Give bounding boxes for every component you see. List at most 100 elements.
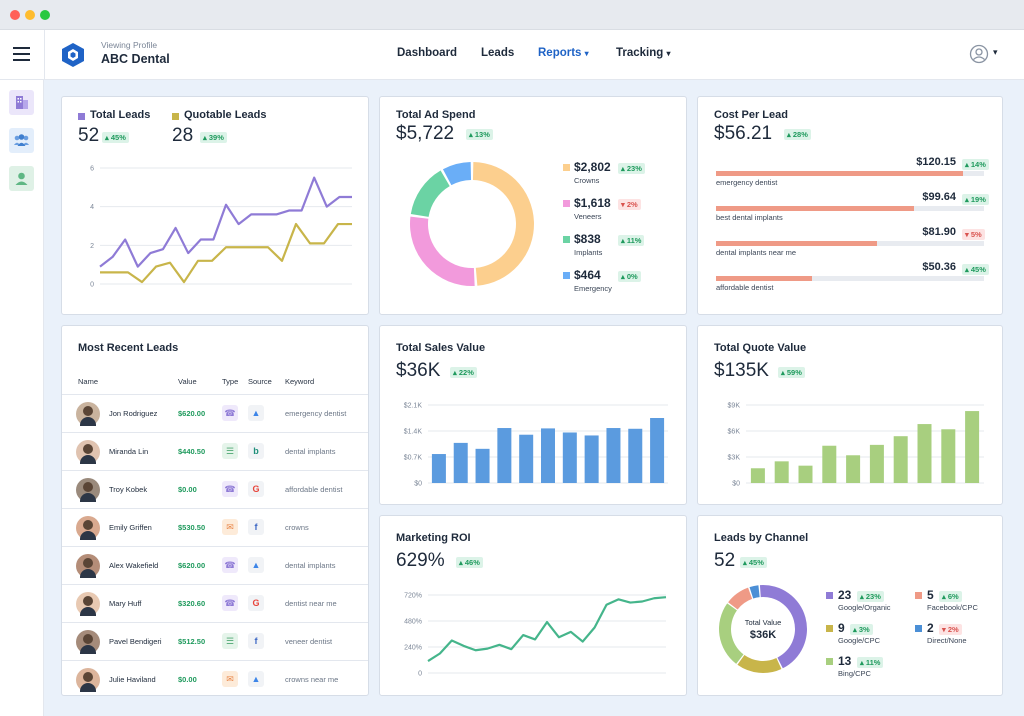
lead-source-ads-icon[interactable]: ▲ (248, 671, 264, 687)
sales-bar[interactable] (541, 428, 555, 483)
sales-bar[interactable] (650, 418, 665, 483)
sales-bar[interactable] (475, 448, 490, 483)
quote-bar[interactable] (893, 436, 908, 483)
column-header-value: Value (178, 377, 197, 386)
sales-bar[interactable] (562, 432, 577, 483)
sales-bar[interactable] (519, 434, 534, 483)
sidebar-item-profile[interactable] (9, 166, 34, 191)
building-icon (16, 96, 28, 109)
channel-slice-0[interactable] (759, 585, 807, 669)
channel-slice-1[interactable] (737, 655, 782, 673)
lead-type-phone-icon[interactable]: ☎ (222, 405, 238, 421)
ad-spend-slice-1[interactable] (410, 216, 475, 286)
lead-source-ads-icon[interactable]: ▲ (248, 405, 264, 421)
quote-bar[interactable] (774, 461, 789, 483)
lead-source-ads-icon[interactable]: ▲ (248, 557, 264, 573)
table-row[interactable]: Alex Wakefield $620.00 ☎ ▲ dental implants (62, 546, 368, 584)
nav-dashboard[interactable]: Dashboard (397, 47, 458, 59)
sales-value-title: Total Sales Value (396, 342, 486, 354)
lead-source-google-icon[interactable]: G (248, 481, 264, 497)
minimize-window-icon[interactable] (25, 10, 35, 20)
ad-spend-legend-swatch-3 (563, 272, 570, 279)
ad-spend-slice-3[interactable] (442, 162, 472, 186)
leads-line-chart: 6 4 2 0 (90, 166, 352, 289)
maximize-window-icon[interactable] (40, 10, 50, 20)
sales-bar[interactable] (628, 428, 643, 483)
quote-bar[interactable] (941, 429, 956, 483)
lead-type-form-icon[interactable]: ☰ (222, 443, 238, 459)
ad-spend-label-0: Crowns (574, 176, 600, 185)
sales-bar[interactable] (431, 454, 446, 483)
lead-source-facebook-icon[interactable]: f (248, 519, 264, 535)
hamburger-menu-icon[interactable] (13, 47, 30, 61)
close-window-icon[interactable] (10, 10, 20, 20)
avatar (76, 668, 100, 692)
table-row[interactable]: Miranda Lin $440.50 ☰ b dental implants (62, 432, 368, 470)
table-row[interactable]: Pavel Bendigeri $512.50 ☰ f veneer dentist (62, 622, 368, 660)
channel-legend-swatch-3 (915, 592, 922, 599)
recent-leads-card: Most Recent Leads Name Value Type Source… (61, 325, 369, 696)
channel-label-0: Google/Organic (838, 603, 891, 612)
sales-bar[interactable] (453, 442, 468, 483)
lead-name: Pavel Bendigeri (109, 637, 162, 646)
column-header-type: Type (222, 377, 239, 386)
lead-type-phone-icon[interactable]: ☎ (222, 557, 238, 573)
quote-bar[interactable] (822, 445, 837, 483)
cost-per-lead-bar-fill-2 (716, 241, 877, 246)
table-row[interactable]: Julie Haviland $0.00 ✉ ▲ crowns near me (62, 660, 368, 698)
leads-by-channel-card: Leads by Channel 52 ▴ 45% Total Value $3… (697, 515, 1003, 696)
quote-bar[interactable] (846, 455, 861, 483)
lead-source-google-icon[interactable]: G (248, 595, 264, 611)
cost-per-lead-change-1: 19% (970, 195, 986, 204)
chevron-down-icon: ▾ (584, 49, 589, 58)
cost-per-lead-card: Cost Per Lead $56.21 ▴ 28% $120.15 ▴ 14% e… (697, 96, 1003, 315)
nav-reports[interactable]: Reports ▾ (538, 47, 589, 59)
ad-spend-slice-0[interactable] (472, 162, 534, 286)
leads-y-tick-label: 0 (90, 282, 94, 289)
channel-legend-swatch-0 (826, 592, 833, 599)
ad-spend-change-2-badge: ▴ 11% (618, 235, 645, 246)
lead-source-facebook-icon[interactable]: f (248, 633, 264, 649)
sales-y-tick-label: $1.4K (404, 429, 423, 436)
sales-bar[interactable] (584, 435, 599, 483)
nav-tracking[interactable]: Tracking ▾ (616, 47, 671, 59)
channel-change-1-badge: ▴ 3% (850, 624, 873, 635)
avatar-body-icon (80, 493, 96, 502)
cost-per-lead-label-3: affordable dentist (716, 283, 774, 292)
lead-type-phone-icon[interactable]: ☎ (222, 481, 238, 497)
profile-name[interactable]: ABC Dental (101, 52, 170, 66)
sales-bar[interactable] (606, 428, 621, 483)
quote-bar[interactable] (869, 444, 884, 483)
sidebar-item-locations[interactable] (9, 90, 34, 115)
cost-per-lead-change-0: 14% (970, 160, 986, 169)
company-logo-icon (62, 43, 84, 67)
quote-bar[interactable] (798, 465, 813, 483)
channel-slice-4[interactable] (749, 585, 760, 599)
channel-slice-3[interactable] (728, 587, 753, 610)
lead-type-chat-icon[interactable]: ✉ (222, 519, 238, 535)
lead-type-chat-icon[interactable]: ✉ (222, 671, 238, 687)
sales-bar[interactable] (497, 428, 512, 483)
lead-type-form-icon[interactable]: ☰ (222, 633, 238, 649)
leads-chart-card: Total Leads 52 ▴ 45% Quotable Leads 28 ▴… (61, 96, 369, 315)
lead-type-phone-icon[interactable]: ☎ (222, 595, 238, 611)
user-account-menu[interactable]: ▾ (969, 44, 1005, 64)
channel-slice-2[interactable] (719, 603, 744, 664)
quote-y-tick-label: $9K (728, 403, 741, 410)
avatar-head-icon (83, 672, 93, 682)
nav-leads[interactable]: Leads (481, 47, 515, 59)
quote-bar[interactable] (965, 411, 980, 483)
quote-bar[interactable] (750, 468, 765, 483)
avatar (76, 478, 100, 502)
quote-bar[interactable] (917, 424, 932, 483)
table-row[interactable]: Jon Rodriguez $620.00 ☎ ▲ emergency dentist (62, 394, 368, 432)
table-row[interactable]: Emily Griffen $530.50 ✉ f crowns (62, 508, 368, 546)
cost-per-lead-change-0-badge: ▴ 14% (962, 159, 989, 170)
quote-value-change: 59% (786, 368, 802, 377)
lead-source-bing-icon[interactable]: b (248, 443, 264, 459)
ad-spend-slice-2[interactable] (410, 170, 450, 217)
nav-reports-label: Reports (538, 47, 582, 59)
sidebar-item-team[interactable] (9, 128, 34, 153)
